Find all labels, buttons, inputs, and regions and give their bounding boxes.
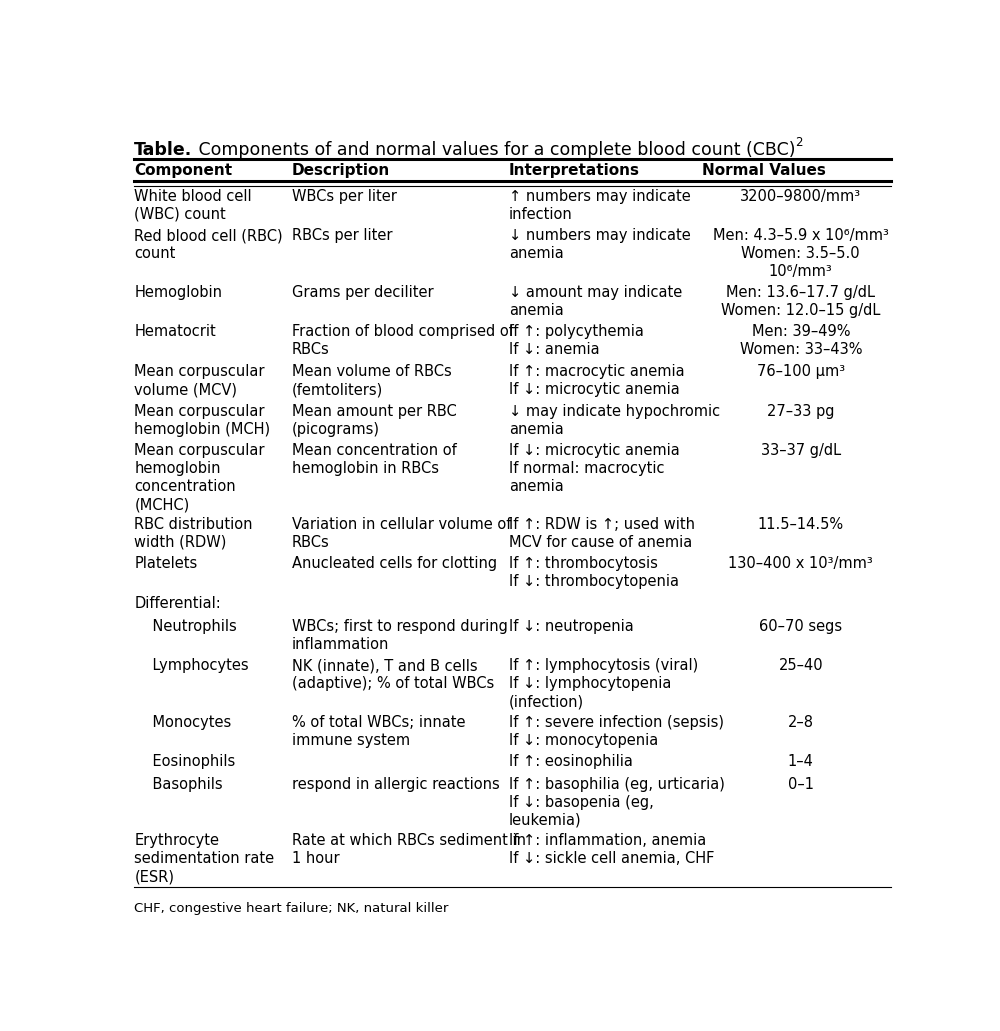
Text: Basophils: Basophils — [134, 777, 223, 792]
Text: 60–70 segs: 60–70 segs — [759, 619, 842, 633]
Text: Men: 4.3–5.9 x 10⁶/mm³
Women: 3.5–5.0
10⁶/mm³: Men: 4.3–5.9 x 10⁶/mm³ Women: 3.5–5.0 10… — [713, 229, 889, 279]
Text: If ↑: severe infection (sepsis)
If ↓: monocytopenia: If ↑: severe infection (sepsis) If ↓: mo… — [509, 714, 724, 747]
Text: WBCs; first to respond during
inflammation: WBCs; first to respond during inflammati… — [292, 619, 508, 652]
Text: If ↑: eosinophilia: If ↑: eosinophilia — [509, 754, 633, 769]
Text: Mean corpuscular
hemoglobin (MCH): Mean corpuscular hemoglobin (MCH) — [134, 404, 270, 437]
Text: Men: 39–49%
Women: 33–43%: Men: 39–49% Women: 33–43% — [740, 325, 862, 358]
Text: If ↑: inflammation, anemia
If ↓: sickle cell anemia, CHF: If ↑: inflammation, anemia If ↓: sickle … — [509, 833, 714, 866]
Text: Interpretations: Interpretations — [509, 164, 640, 178]
Text: ↑ numbers may indicate
infection: ↑ numbers may indicate infection — [509, 189, 690, 222]
Text: Hematocrit: Hematocrit — [134, 325, 216, 339]
Text: 33–37 g/dL: 33–37 g/dL — [761, 443, 841, 458]
Text: 27–33 pg: 27–33 pg — [767, 404, 835, 419]
Text: Monocytes: Monocytes — [134, 714, 232, 730]
Text: Platelets: Platelets — [134, 556, 198, 571]
Text: WBCs per liter: WBCs per liter — [292, 189, 396, 204]
Text: Description: Description — [292, 164, 390, 178]
Text: If ↑: thrombocytosis
If ↓: thrombocytopenia: If ↑: thrombocytosis If ↓: thrombocytope… — [509, 556, 679, 589]
Text: Fraction of blood comprised of
RBCs: Fraction of blood comprised of RBCs — [292, 325, 514, 358]
Text: If ↑: polycythemia
If ↓: anemia: If ↑: polycythemia If ↓: anemia — [509, 325, 644, 358]
Text: RBCs per liter: RBCs per liter — [292, 229, 392, 243]
Text: 3200–9800/mm³: 3200–9800/mm³ — [740, 189, 861, 204]
Text: Anucleated cells for clotting: Anucleated cells for clotting — [292, 556, 497, 571]
Text: Neutrophils: Neutrophils — [134, 619, 237, 633]
Text: 2–8: 2–8 — [788, 714, 814, 730]
Text: Differential:: Differential: — [134, 596, 221, 610]
Text: If ↓: neutropenia: If ↓: neutropenia — [509, 619, 633, 633]
Text: Men: 13.6–17.7 g/dL
Women: 12.0–15 g/dL: Men: 13.6–17.7 g/dL Women: 12.0–15 g/dL — [721, 285, 880, 318]
Text: Eosinophils: Eosinophils — [134, 754, 236, 769]
Text: Rate at which RBCs sediment in
1 hour: Rate at which RBCs sediment in 1 hour — [292, 833, 526, 866]
Text: ↓ may indicate hypochromic
anemia: ↓ may indicate hypochromic anemia — [509, 404, 720, 437]
Text: CHF, congestive heart failure; NK, natural killer: CHF, congestive heart failure; NK, natur… — [134, 902, 449, 914]
Text: respond in allergic reactions: respond in allergic reactions — [292, 777, 499, 792]
Text: If ↑: lymphocytosis (viral)
If ↓: lymphocytopenia
(infection): If ↑: lymphocytosis (viral) If ↓: lympho… — [509, 658, 698, 709]
Text: ↓ numbers may indicate
anemia: ↓ numbers may indicate anemia — [509, 229, 690, 262]
Text: Mean volume of RBCs
(femtoliters): Mean volume of RBCs (femtoliters) — [292, 364, 451, 397]
Text: Mean concentration of
hemoglobin in RBCs: Mean concentration of hemoglobin in RBCs — [292, 443, 456, 476]
Text: % of total WBCs; innate
immune system: % of total WBCs; innate immune system — [292, 714, 465, 747]
Text: 0–1: 0–1 — [788, 777, 814, 792]
Text: Red blood cell (RBC)
count: Red blood cell (RBC) count — [134, 229, 283, 262]
Text: If ↑: RDW is ↑; used with
MCV for cause of anemia: If ↑: RDW is ↑; used with MCV for cause … — [509, 517, 695, 550]
Text: NK (innate), T and B cells
(adaptive); % of total WBCs: NK (innate), T and B cells (adaptive); %… — [292, 658, 494, 691]
Text: Grams per deciliter: Grams per deciliter — [292, 285, 433, 300]
Text: If ↓: microcytic anemia
If normal: macrocytic
anemia: If ↓: microcytic anemia If normal: macro… — [509, 443, 679, 494]
Text: Normal Values: Normal Values — [702, 164, 826, 178]
Text: Variation in cellular volume of
RBCs: Variation in cellular volume of RBCs — [292, 517, 511, 550]
Text: Mean corpuscular
volume (MCV): Mean corpuscular volume (MCV) — [134, 364, 265, 397]
Text: If ↑: macrocytic anemia
If ↓: microcytic anemia: If ↑: macrocytic anemia If ↓: microcytic… — [509, 364, 684, 397]
Text: If ↑: basophilia (eg, urticaria)
If ↓: basopenia (eg,
leukemia): If ↑: basophilia (eg, urticaria) If ↓: b… — [509, 777, 724, 828]
Text: Erythrocyte
sedimentation rate
(ESR): Erythrocyte sedimentation rate (ESR) — [134, 833, 274, 885]
Text: Component: Component — [134, 164, 232, 178]
Text: 25–40: 25–40 — [778, 658, 823, 673]
Text: 76–100 μm³: 76–100 μm³ — [757, 364, 845, 379]
Text: 2: 2 — [795, 136, 803, 149]
Text: RBC distribution
width (RDW): RBC distribution width (RDW) — [134, 517, 253, 550]
Text: 11.5–14.5%: 11.5–14.5% — [758, 517, 844, 532]
Text: Mean amount per RBC
(picograms): Mean amount per RBC (picograms) — [292, 404, 456, 437]
Text: Hemoglobin: Hemoglobin — [134, 285, 222, 300]
Text: ↓ amount may indicate
anemia: ↓ amount may indicate anemia — [509, 285, 682, 318]
Text: 130–400 x 10³/mm³: 130–400 x 10³/mm³ — [728, 556, 873, 571]
Text: White blood cell
(WBC) count: White blood cell (WBC) count — [134, 189, 252, 222]
Text: Components of and normal values for a complete blood count (CBC): Components of and normal values for a co… — [193, 141, 795, 159]
Text: Mean corpuscular
hemoglobin
concentration
(MCHC): Mean corpuscular hemoglobin concentratio… — [134, 443, 265, 512]
Text: 1–4: 1–4 — [788, 754, 814, 769]
Text: Table.: Table. — [134, 141, 193, 159]
Text: Lymphocytes: Lymphocytes — [134, 658, 249, 673]
